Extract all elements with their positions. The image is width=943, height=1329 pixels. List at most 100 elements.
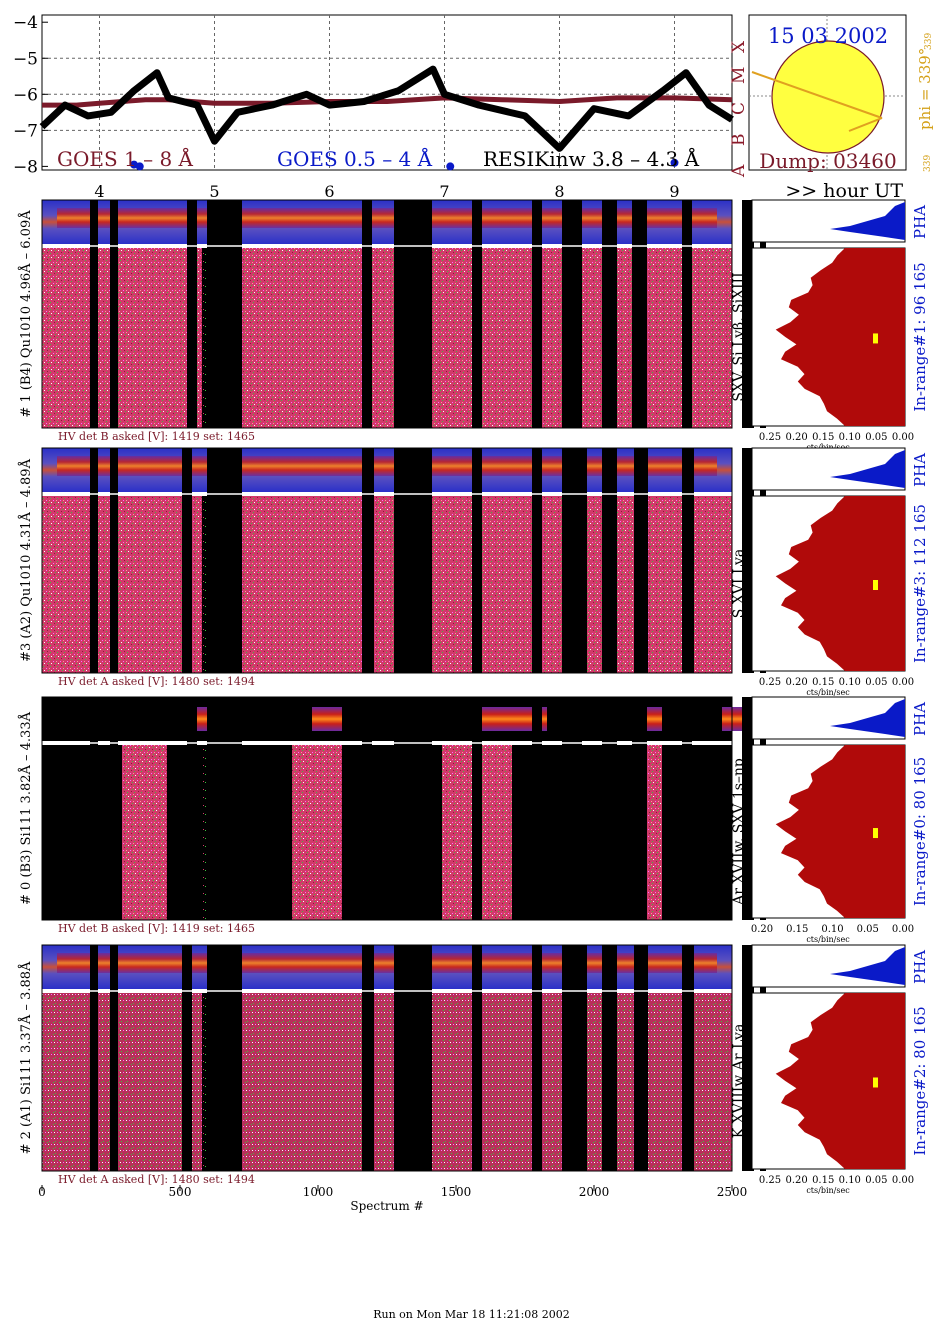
goes-y-tick-label: −5 — [13, 49, 38, 69]
in-range-label: In-range#0: 80 165 — [911, 757, 929, 906]
spectral-panel-3: # 0 (B3) Si111 3.82Å – 4.33Å HV det B ask… — [18, 696, 929, 944]
goes-lightcurve-panel: −4 −5 −6 −7 −8 GOES 1 – 8 Å GOES 0.5 – 4 Å R… — [13, 13, 749, 178]
panel-lines-label: SXV, Si Lyβ, SiXIII — [731, 272, 747, 401]
profile-tick-label: 0.10 — [839, 677, 861, 688]
panel-gap — [187, 200, 197, 428]
flare-class-X: X — [729, 40, 749, 53]
profile-tick-label: 0.20 — [751, 924, 773, 935]
panel-gap — [182, 448, 192, 673]
panel-gap — [394, 945, 432, 1171]
panel-gap — [472, 945, 482, 1171]
goes-grid — [42, 15, 732, 170]
hour-ut-label: >> hour UT — [785, 180, 903, 202]
goes-05-4-label: GOES 0.5 – 4 Å — [277, 146, 433, 171]
panel-gap — [362, 697, 372, 920]
sun-position-inset: 15 03 2002 Dump: 03460 phi = 339° 339 33… — [748, 14, 934, 173]
profile-tick-label: 0.00 — [892, 924, 914, 935]
pha-histogram — [830, 202, 905, 240]
panel-gap — [634, 945, 648, 1171]
spectrum-tick-label: 1500 — [441, 1185, 472, 1199]
pha-label: PHA — [911, 702, 929, 736]
panel-gap — [90, 448, 98, 673]
pha-label: PHA — [911, 950, 929, 984]
panel-hv-note: HV det B asked [V]: 1419 set: 1465 — [58, 430, 255, 443]
panel-frame — [41, 447, 733, 674]
profile-marker — [873, 828, 878, 839]
panel-frame — [41, 199, 733, 429]
profile-tick-label: 0.05 — [865, 1175, 887, 1186]
panel-gap — [682, 200, 692, 428]
panel-gap — [182, 945, 192, 1171]
pha-histogram — [830, 947, 905, 985]
panel-gap — [532, 697, 542, 920]
phi-sub: 339 — [924, 33, 934, 50]
in-range-label: In-range#1: 96 165 — [911, 262, 929, 411]
spectrum-tick-label: 2000 — [579, 1185, 610, 1199]
profile-tick-label: 0.05 — [865, 677, 887, 688]
profile-marker — [873, 580, 878, 590]
panel-gap — [207, 945, 242, 1171]
profile-tick-label: 0.25 — [759, 677, 781, 688]
spectrum-tick-label: 0 — [38, 1185, 46, 1199]
panel-gap — [207, 200, 242, 428]
panel-gap — [682, 697, 692, 920]
profile-histogram — [775, 496, 905, 671]
panel-gap — [742, 200, 754, 428]
panel-active-band — [122, 745, 167, 920]
panel-gap — [362, 945, 374, 1171]
spectral-panel-1: # 1 (B4) Qu1010 4.96Å – 6.09Å HV det B as… — [18, 199, 929, 452]
panel-gap — [472, 200, 482, 428]
profile-tick-label: 0.20 — [785, 677, 807, 688]
panel-gap — [562, 697, 582, 920]
profile-unit-label: cts/bin/sec — [806, 1186, 850, 1195]
panel-gap — [682, 945, 694, 1171]
in-range-label: In-range#2: 80 165 — [911, 1006, 929, 1155]
sun-disk — [771, 40, 885, 154]
profile-unit-label: cts/bin/sec — [806, 935, 850, 944]
profile-histogram — [775, 993, 905, 1169]
panel-frame — [41, 944, 733, 1172]
panel-gap — [187, 697, 197, 920]
goes-y-tick-label: −8 — [13, 157, 38, 177]
hour-tick-label: 7 — [439, 182, 449, 201]
panel-gap — [632, 697, 647, 920]
spectrum-tick-label: 500 — [169, 1185, 192, 1199]
profile-tick-label: 0.15 — [786, 924, 808, 935]
panel-gap — [562, 945, 587, 1171]
pha-label: PHA — [911, 453, 929, 487]
profile-unit-label: cts/bin/sec — [806, 688, 850, 697]
panel-strip-core — [57, 953, 717, 973]
profile-tick-label: 0.10 — [839, 1175, 861, 1186]
sun-direction-line — [751, 71, 883, 119]
panel-gap — [562, 200, 582, 428]
panel-strip-core — [57, 456, 717, 476]
profile-tick-label: 0.00 — [892, 1175, 914, 1186]
spectrum-tick-label: 2500 — [717, 1185, 748, 1199]
phi-small: 339 — [923, 155, 933, 172]
pha-histogram — [830, 450, 905, 488]
panel-range-label: # 1 (B4) Qu1010 4.96Å – 6.09Å — [18, 210, 34, 418]
panel-gap — [472, 697, 482, 920]
panel-frame — [41, 696, 733, 921]
goes-y-ticks: −4 −5 −6 −7 −8 — [13, 13, 48, 177]
panel-gap — [602, 448, 617, 673]
flare-class-M: M — [729, 67, 749, 84]
hour-tick-label: 4 — [94, 182, 104, 201]
panel-range-label: # 2 (A1) Si111 3.37Å – 3.88Å — [18, 961, 34, 1154]
profile-histogram — [775, 745, 905, 918]
panel-gap — [207, 448, 242, 673]
panel-gap — [532, 200, 542, 428]
panel-gap — [90, 200, 98, 428]
panel-strip-core — [57, 208, 717, 228]
hour-tick-label: 9 — [669, 182, 679, 201]
profile-tick-label: 0.25 — [759, 432, 781, 443]
panel-gap — [110, 200, 118, 428]
panel-spectrogram — [42, 993, 732, 1171]
resik-line — [39, 65, 734, 152]
panel-gap — [394, 697, 432, 920]
hour-tick-label: 8 — [554, 182, 564, 201]
profile-marker — [873, 1077, 878, 1088]
profile-tick-label: 0.00 — [892, 677, 914, 688]
panel-gap — [682, 448, 694, 673]
profile-tick-label: 0.05 — [865, 432, 887, 443]
